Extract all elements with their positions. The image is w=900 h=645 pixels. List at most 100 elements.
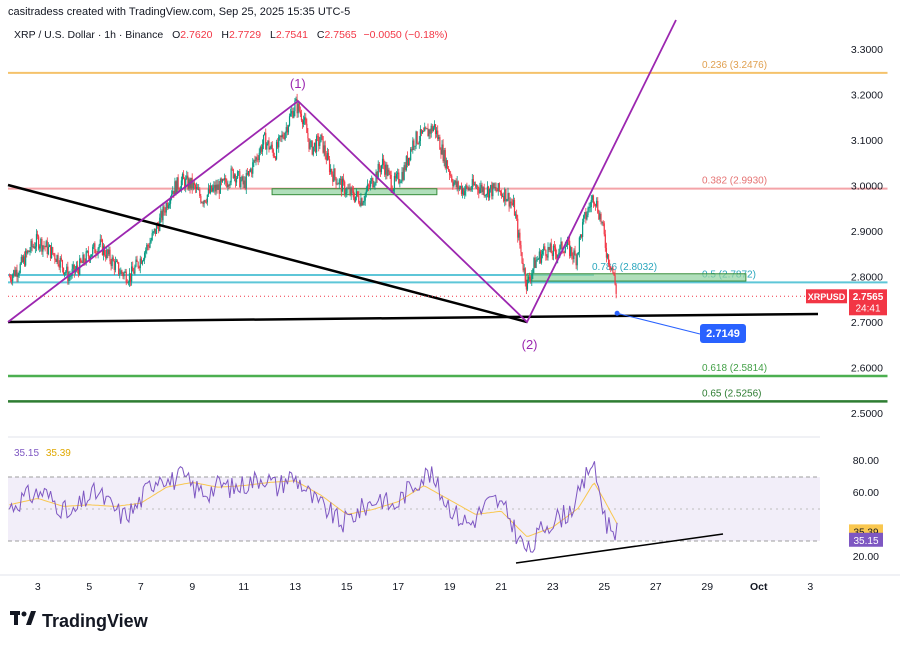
candle-body <box>215 184 217 192</box>
candle-body <box>253 160 255 163</box>
candle-body <box>543 246 545 251</box>
price-tick-label: 2.7000 <box>851 317 883 329</box>
candle-body <box>337 183 339 185</box>
candle-body <box>284 132 286 140</box>
candle-body <box>103 246 106 255</box>
candle-body <box>162 206 164 221</box>
candle-body <box>615 284 617 294</box>
candle-body <box>468 187 470 191</box>
candle-body <box>229 182 231 186</box>
candle-body <box>598 212 600 220</box>
candle-body <box>583 215 585 223</box>
support-trendline[interactable] <box>7 312 819 324</box>
candle-body <box>427 128 429 137</box>
candle-body <box>360 198 362 206</box>
candle-body <box>149 242 151 248</box>
candle-body <box>35 234 38 247</box>
x-tick-label: 29 <box>701 581 713 593</box>
candle-body <box>430 125 432 134</box>
candle-body <box>247 171 250 175</box>
candle-body <box>487 186 490 198</box>
candle-body <box>128 273 131 283</box>
candle-body <box>29 250 31 252</box>
candle-body <box>102 246 105 256</box>
candle-body <box>438 137 440 140</box>
candle-body <box>596 200 598 207</box>
candle-body <box>173 190 175 194</box>
candle-body <box>283 137 285 140</box>
fib-levels[interactable]: 0.236 (3.2476) 0.382 (2.9930) 0.786 (2.803… <box>8 60 888 403</box>
candle-body <box>599 213 601 220</box>
target-point[interactable] <box>614 310 620 316</box>
candle-body <box>553 245 556 248</box>
candle-body <box>450 175 452 176</box>
candle-body <box>43 245 45 247</box>
price-tick-label: 2.6000 <box>851 363 883 375</box>
zones[interactable] <box>271 188 747 282</box>
candle-body <box>69 275 71 277</box>
axes: 3 5 7 9 11 13 15 17 19 21 23 25 27 29 Oct 3 3.3000 3.2000… <box>35 44 883 593</box>
candle-body <box>513 200 516 216</box>
candle-body <box>160 211 162 218</box>
candle-body <box>551 253 553 257</box>
x-tick-label: Oct <box>750 581 768 593</box>
candle-body <box>566 240 569 246</box>
candle-body <box>597 200 599 213</box>
candle-body <box>494 186 496 188</box>
candle-body <box>285 127 287 133</box>
candle-body <box>66 266 68 273</box>
candle-body <box>271 144 273 150</box>
candle-body <box>406 156 409 165</box>
candle-body <box>424 127 426 132</box>
candle-body <box>30 240 32 251</box>
candle-body <box>168 203 171 206</box>
candle-body <box>227 185 229 188</box>
candle-body <box>511 203 513 205</box>
candle-body <box>411 149 413 151</box>
candle-body <box>82 254 84 264</box>
candle-body <box>313 142 316 147</box>
elliott-wave-path[interactable] <box>7 19 677 324</box>
brand-footer[interactable]: TradingView <box>10 610 148 633</box>
candle-body <box>398 172 400 183</box>
candle-body <box>207 188 210 195</box>
candle-body <box>327 153 330 160</box>
candle-body <box>248 171 251 172</box>
candle-body <box>331 169 333 175</box>
candle-body <box>410 149 412 161</box>
candle-body <box>536 259 538 261</box>
candle-body <box>46 241 48 255</box>
drawings[interactable] <box>7 19 819 335</box>
candle-body <box>330 169 332 173</box>
candle-body <box>239 171 241 188</box>
candle-body <box>399 182 401 184</box>
descending-trendline[interactable] <box>7 183 528 324</box>
candle-body <box>176 177 178 194</box>
candle-body <box>144 252 146 260</box>
candle-body <box>607 254 610 265</box>
candle-body <box>245 173 247 189</box>
candle-body <box>300 113 303 121</box>
candle-body <box>364 193 366 201</box>
candle-body <box>201 202 203 204</box>
candle-body <box>16 269 18 277</box>
candle-body <box>131 266 133 282</box>
candle-body <box>483 187 485 196</box>
candle-body <box>604 234 606 248</box>
candle-body <box>402 171 404 180</box>
candle-body <box>318 136 320 146</box>
candle-body <box>49 245 52 259</box>
candle-body <box>268 140 270 150</box>
candle-body <box>295 98 297 101</box>
candle-body <box>519 232 521 246</box>
candle-body <box>60 257 62 261</box>
candle-body <box>264 132 266 135</box>
candle-body <box>415 131 417 147</box>
candle-body <box>260 146 263 152</box>
candle-body <box>279 135 281 137</box>
candle-body <box>93 243 95 247</box>
candle-body <box>579 234 582 238</box>
candle-body <box>505 189 507 202</box>
candle-body <box>544 246 546 250</box>
